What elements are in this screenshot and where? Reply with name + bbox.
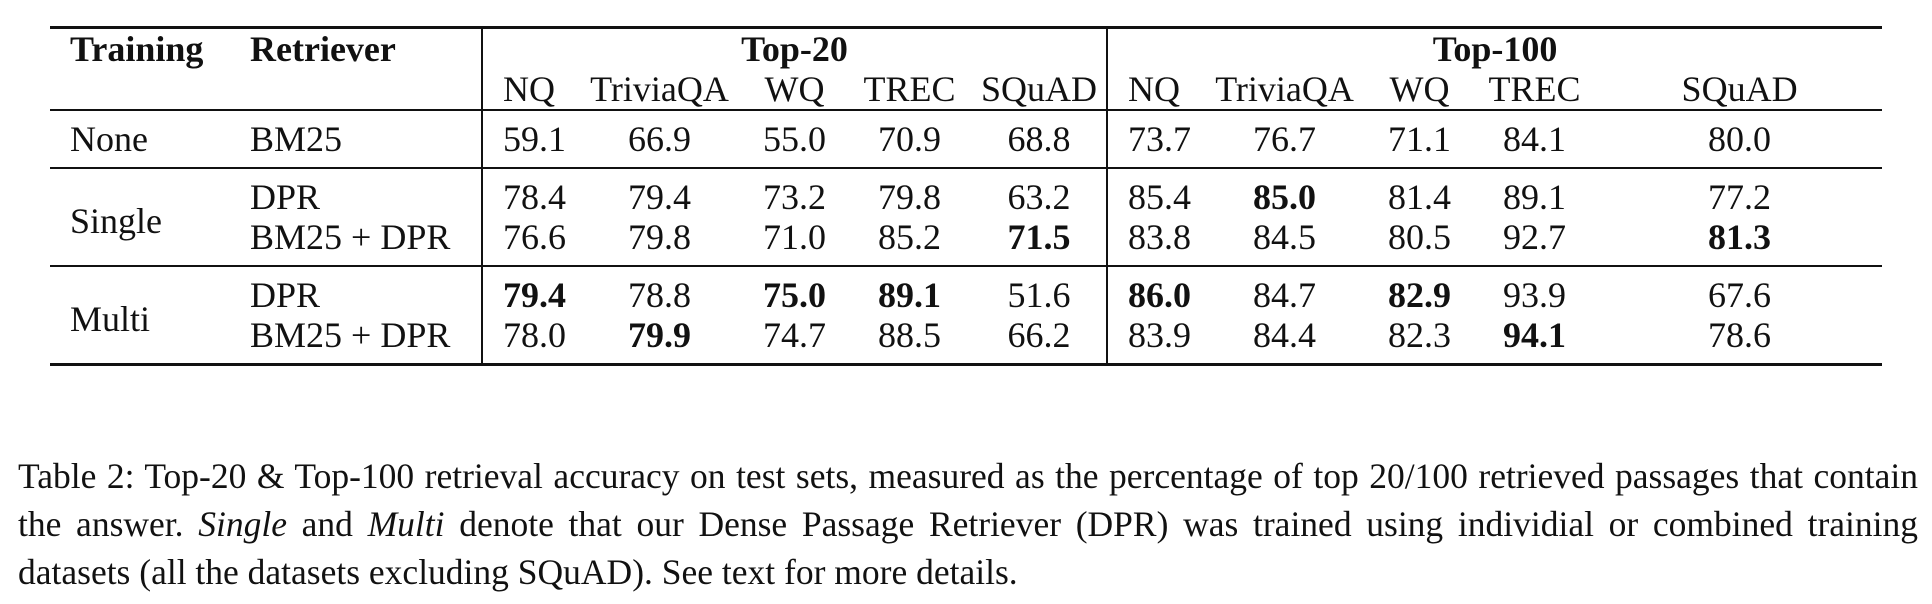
value-cell: 89.1	[878, 275, 941, 315]
column-header: NQ	[1106, 69, 1203, 110]
value-cell: 82.9	[1388, 275, 1452, 315]
caption-text: Table 2: Top-20 & Top-100 retrieval accu…	[18, 456, 1918, 544]
value-cell: 78.6	[1708, 315, 1772, 355]
table-row: BM25 + DPR 76.6 79.8 71.0 85.2 71.5 83.8 84.5 80…	[50, 217, 1882, 266]
value-cell: 70.9	[878, 119, 941, 159]
value-cell: 80.0	[1708, 119, 1772, 159]
value-cell: 93.9	[1503, 275, 1567, 315]
column-header: SQuAD	[981, 69, 1098, 109]
value-cell: 79.8	[628, 217, 691, 257]
value-cell: 86.0	[1106, 266, 1203, 315]
caption-multi: Multi	[367, 504, 445, 544]
column-header: TriviaQA	[590, 69, 729, 109]
caption-single: Single	[198, 504, 287, 544]
value-cell: 73.2	[763, 177, 826, 217]
retriever-cell: DPR	[250, 177, 321, 217]
value-cell: 84.1	[1503, 119, 1567, 159]
value-cell: 80.5	[1388, 217, 1452, 257]
value-cell: 83.8	[1106, 217, 1203, 266]
column-header: SQuAD	[1681, 69, 1798, 109]
value-cell: 79.8	[878, 177, 941, 217]
header-spacer	[50, 69, 230, 110]
value-cell: 85.0	[1253, 177, 1317, 217]
caption-text: denote that our Dense Passage Retriever …	[18, 504, 1918, 592]
retriever-cell: BM25 + DPR	[250, 217, 451, 257]
value-cell: 84.4	[1253, 315, 1317, 355]
value-cell: 78.8	[628, 275, 691, 315]
training-cell: None	[70, 119, 148, 159]
value-cell: 92.7	[1503, 217, 1567, 257]
value-cell: 79.4	[481, 266, 577, 315]
retriever-cell: BM25	[250, 119, 343, 159]
results-table: Training Retriever Top-20 Top-100 NQ Tri…	[50, 26, 1883, 366]
header-training: Training	[70, 29, 204, 69]
value-cell: 66.2	[1007, 315, 1071, 355]
value-cell: 78.0	[481, 315, 577, 365]
table-row: Single DPR 78.4 79.4 73.2 79.8 63.2 85.4 85.0 81.…	[50, 168, 1883, 241]
column-header: WQ	[764, 69, 825, 109]
value-cell: 74.7	[763, 315, 826, 355]
value-cell: 84.5	[1253, 217, 1317, 257]
training-cell: Multi	[70, 299, 151, 339]
value-cell: 94.1	[1503, 315, 1567, 355]
value-cell: 59.1	[481, 110, 577, 168]
value-cell: 66.9	[628, 119, 691, 159]
value-cell: 55.0	[763, 119, 826, 159]
column-header: TriviaQA	[1215, 69, 1354, 109]
value-cell: 78.4	[481, 168, 577, 217]
value-cell: 71.5	[1007, 217, 1071, 257]
header-row-groups: Training Retriever Top-20 Top-100	[50, 27, 1883, 69]
value-cell: 85.2	[878, 217, 941, 257]
header-row-columns: NQ TriviaQA WQ TREC SQuAD NQ TriviaQA WQ…	[50, 69, 1882, 110]
value-cell: 84.7	[1253, 275, 1317, 315]
table-body: None BM25 59.1 66.9 55.0 70.9 68.8 73.7 76.7 71.1…	[50, 110, 1883, 365]
value-cell: 79.9	[628, 315, 691, 355]
table-row: Multi DPR 79.4 78.8 75.0 89.1 51.6 86.0 84.7 82.9…	[50, 266, 1883, 339]
caption-text: and	[286, 504, 368, 544]
value-cell: 75.0	[763, 275, 826, 315]
value-cell: 76.6	[481, 217, 577, 266]
table-row: None BM25 59.1 66.9 55.0 70.9 68.8 73.7 76.7 71.1…	[50, 110, 1883, 168]
value-cell: 83.9	[1106, 315, 1203, 365]
header-retriever: Retriever	[250, 29, 396, 69]
value-cell: 63.2	[1007, 177, 1071, 217]
header-group-top20: Top-20	[480, 27, 1108, 69]
value-cell: 88.5	[878, 315, 941, 355]
column-header: WQ	[1389, 69, 1450, 109]
value-cell: 71.1	[1388, 119, 1452, 159]
column-header: NQ	[481, 69, 577, 110]
retriever-cell: BM25 + DPR	[250, 315, 451, 355]
value-cell: 68.8	[1007, 119, 1071, 159]
value-cell: 81.4	[1388, 177, 1452, 217]
value-cell: 85.4	[1106, 168, 1203, 217]
value-cell: 82.3	[1388, 315, 1452, 355]
column-header: TREC	[1488, 69, 1581, 109]
value-cell: 67.6	[1708, 275, 1772, 315]
value-cell: 79.4	[628, 177, 691, 217]
column-header: TREC	[863, 69, 956, 109]
value-cell: 81.3	[1708, 217, 1772, 257]
value-cell: 51.6	[1007, 275, 1071, 315]
training-cell: Single	[70, 201, 163, 241]
table-row: BM25 + DPR 78.0 79.9 74.7 88.5 66.2 83.9 84.4 82…	[50, 315, 1883, 365]
value-cell: 73.7	[1106, 110, 1203, 168]
results-table-container: Training Retriever Top-20 Top-100 NQ Tri…	[50, 26, 1883, 366]
header-spacer	[230, 69, 482, 110]
value-cell: 71.0	[763, 217, 826, 257]
value-cell: 77.2	[1708, 177, 1772, 217]
retriever-cell: DPR	[250, 275, 321, 315]
value-cell: 76.7	[1253, 119, 1317, 159]
value-cell: 89.1	[1503, 177, 1567, 217]
header-group-top100: Top-100	[1106, 27, 1883, 69]
table-caption: Table 2: Top-20 & Top-100 retrieval accu…	[18, 452, 1918, 596]
